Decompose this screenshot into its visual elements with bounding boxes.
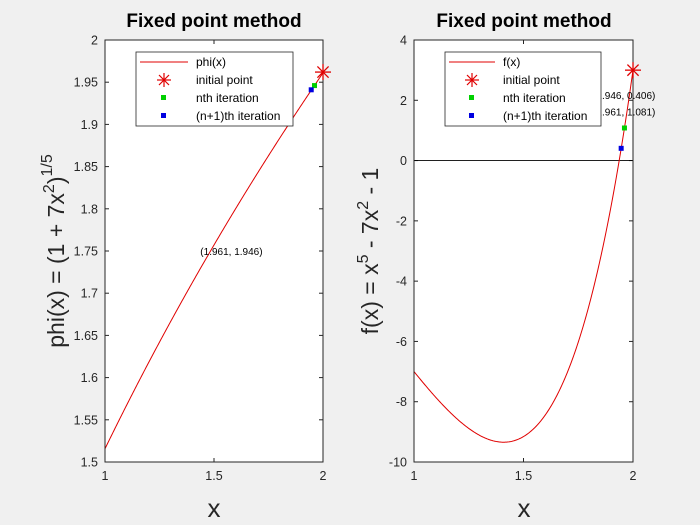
- right-chart-title: Fixed point method: [436, 11, 611, 32]
- right-legend-star-swatch: [465, 73, 479, 87]
- left-legend: phi(x) initial point nth iteration (n+1)…: [135, 51, 294, 127]
- left-ytick-label: 1.6: [81, 371, 98, 385]
- left-n1th-iteration-point: [308, 87, 314, 93]
- right-f-curve: [414, 70, 633, 443]
- left-ytick-label: 1.8: [81, 202, 98, 216]
- right-ytick-label: -8: [396, 395, 407, 409]
- right-annotation-0: (1.946, 0.406): [593, 91, 655, 102]
- left-ytick-label: 2: [91, 34, 98, 48]
- right-ylabel-sup2: 2: [355, 201, 372, 210]
- right-legend-label-0: f(x): [503, 55, 520, 69]
- right-ytick-label: -4: [396, 275, 407, 289]
- left-ytick-label: 1.55: [74, 413, 98, 427]
- left-xtick-label: 2: [320, 469, 327, 483]
- right-legend-green-swatch: [469, 95, 474, 100]
- left-legend-label-3: (n+1)th iteration: [196, 109, 280, 123]
- right-legend-label-1: initial point: [503, 73, 560, 87]
- left-ytick-label: 1.95: [74, 76, 98, 90]
- left-ylabel-sup2: 1/5: [39, 154, 56, 176]
- left-ytick-label: 1.65: [74, 329, 98, 343]
- left-xtick-label: 1.5: [205, 469, 222, 483]
- right-ytick-label: -2: [396, 214, 407, 228]
- left-panel: Fixed point method 1.5 1.55 1.6 1.65 1.7 1.75…: [39, 11, 331, 523]
- right-legend-blue-swatch: [469, 113, 474, 118]
- right-xtick-label: 2: [630, 469, 637, 483]
- left-ytick-label: 1.9: [81, 118, 98, 132]
- right-points: [618, 62, 641, 151]
- left-y-ticks: 1.5 1.55 1.6 1.65 1.7 1.75 1.8 1.85 1.9 1.95 2: [74, 34, 323, 470]
- left-annotation: (1.961, 1.946): [200, 247, 262, 258]
- left-legend-label-2: nth iteration: [196, 91, 259, 105]
- left-ytick-label: 1.7: [81, 287, 98, 301]
- right-ylabel-base: f(x) = x: [357, 263, 383, 334]
- left-legend-blue-swatch: [161, 113, 166, 118]
- left-ytick-label: 1.5: [81, 456, 98, 470]
- right-ylabel-sup1: 5: [355, 254, 372, 263]
- right-ytick-label: -10: [389, 456, 407, 470]
- right-xtick-label: 1: [411, 469, 418, 483]
- left-legend-label-0: phi(x): [196, 55, 226, 69]
- right-nth-iteration-point: [621, 125, 627, 131]
- left-nth-iteration-point: [311, 83, 317, 89]
- left-legend-green-swatch: [161, 95, 166, 100]
- right-ytick-label: 2: [400, 94, 407, 108]
- left-legend-star-swatch: [157, 73, 171, 87]
- right-xtick-label: 1.5: [515, 469, 532, 483]
- right-ylabel-mid: - 7x: [357, 209, 383, 254]
- left-axes-frame: [104, 39, 324, 463]
- left-xtick-label: 1: [102, 469, 109, 483]
- left-y-axis-label: phi(x) = (1 + 7x2)1/5: [39, 154, 69, 348]
- right-ytick-label: 0: [400, 154, 407, 168]
- left-points: [308, 64, 331, 93]
- right-ylabel-tail: - 1: [357, 168, 383, 201]
- left-phi-curve: [105, 72, 323, 449]
- right-initial-point-marker: [625, 62, 641, 79]
- left-ytick-label: 1.85: [74, 160, 98, 174]
- left-ytick-label: 1.75: [74, 245, 98, 259]
- left-initial-point-marker: [315, 64, 331, 81]
- right-y-ticks: -10 -8 -6 -4 -2 0 2 4: [389, 34, 633, 470]
- left-ylabel-mid: ): [43, 176, 69, 184]
- right-legend-label-2: nth iteration: [503, 91, 566, 105]
- right-n1th-iteration-point: [618, 145, 624, 151]
- right-ytick-label: 4: [400, 34, 407, 48]
- right-ytick-label: -6: [396, 335, 407, 349]
- right-axes-frame: [413, 39, 634, 463]
- left-x-axis-label: x: [208, 493, 221, 523]
- right-legend: f(x) initial point nth iteration (n+1)th…: [444, 51, 602, 127]
- left-ylabel-sup1: 2: [41, 184, 58, 193]
- right-y-axis-label: f(x) = x5 - 7x2 - 1: [355, 168, 383, 335]
- right-x-axis-label: x: [518, 493, 531, 523]
- left-ylabel-base: phi(x) = (1 + 7x: [43, 193, 69, 348]
- left-chart-title: Fixed point method: [126, 11, 301, 32]
- right-legend-label-3: (n+1)th iteration: [503, 109, 587, 123]
- right-annotation-1: (1.961, 1.081): [593, 107, 655, 118]
- left-legend-label-1: initial point: [196, 73, 253, 87]
